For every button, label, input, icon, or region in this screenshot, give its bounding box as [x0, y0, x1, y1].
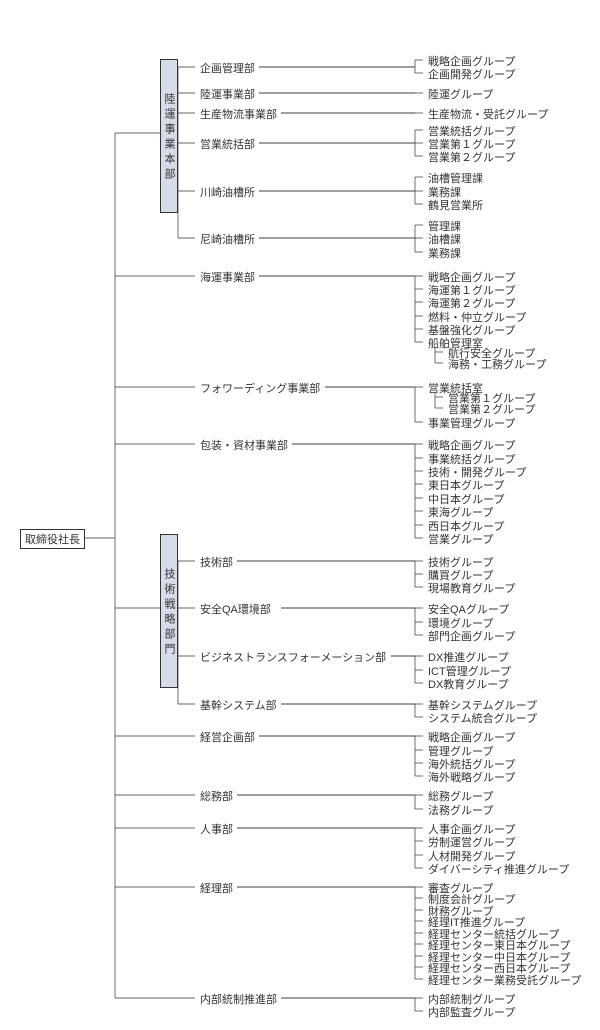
- leaf-1-0: 陸運グループ: [428, 86, 493, 102]
- dept-12: 基幹システム部: [200, 697, 277, 713]
- dept-8: 包装・資材事業部: [200, 437, 288, 453]
- dept-6: 海運事業部: [200, 269, 255, 285]
- dept-2: 生産物流事業部: [200, 106, 277, 122]
- leaf-5-2: 業務課: [428, 245, 461, 261]
- dept-10: 安全QA環境部: [200, 601, 271, 617]
- dept-7: フォワーディング事業部: [200, 380, 320, 396]
- dept-3: 営業統括部: [200, 136, 255, 152]
- leaf-12-1: システム統合グループ: [428, 710, 537, 726]
- root-president: 取締役社長: [20, 529, 85, 549]
- subleaf-6-5-1: 海務・工務グループ: [448, 356, 546, 372]
- division-box-1: 技術戦略部門: [160, 534, 178, 688]
- leaf-16-8: 経理センター業務受託グループ: [428, 972, 581, 988]
- leaf-9-2: 現場教育グループ: [428, 580, 515, 596]
- leaf-11-2: DX教育グループ: [428, 676, 509, 692]
- leaf-8-7: 営業グループ: [428, 531, 493, 547]
- leaf-17-1: 内部監査グループ: [428, 1004, 515, 1020]
- leaf-14-1: 法務グループ: [428, 802, 493, 818]
- dept-11: ビジネストランスフォーメーション部: [200, 649, 386, 665]
- dept-9: 技術部: [200, 554, 233, 570]
- leaf-7-1: 事業管理グループ: [428, 415, 515, 431]
- leaf-13-3: 海外戦略グループ: [428, 769, 515, 785]
- dept-4: 川崎油槽所: [200, 184, 255, 200]
- dept-0: 企画管理部: [200, 60, 255, 76]
- dept-17: 内部統制推進部: [200, 991, 277, 1007]
- leaf-0-1: 企画開発グループ: [428, 66, 515, 82]
- dept-13: 経営企画部: [200, 729, 255, 745]
- leaf-3-2: 営業第２グループ: [428, 149, 515, 165]
- leaf-4-2: 鶴見営業所: [428, 197, 483, 213]
- leaf-15-3: ダイバーシティ推進グループ: [428, 861, 569, 877]
- leaf-10-2: 部門企画グループ: [428, 628, 515, 644]
- leaf-2-0: 生産物流・受託グループ: [428, 106, 548, 122]
- org-chart: 取締役社長陸運事業本部技術戦略部門企画管理部戦略企画グループ企画開発グループ陸運…: [0, 0, 600, 1030]
- dept-1: 陸運事業部: [200, 86, 255, 102]
- dept-16: 経理部: [200, 880, 233, 896]
- dept-5: 尼崎油槽所: [200, 231, 255, 247]
- dept-15: 人事部: [200, 821, 233, 837]
- dept-14: 総務部: [200, 788, 233, 804]
- division-box-0: 陸運事業本部: [160, 59, 178, 213]
